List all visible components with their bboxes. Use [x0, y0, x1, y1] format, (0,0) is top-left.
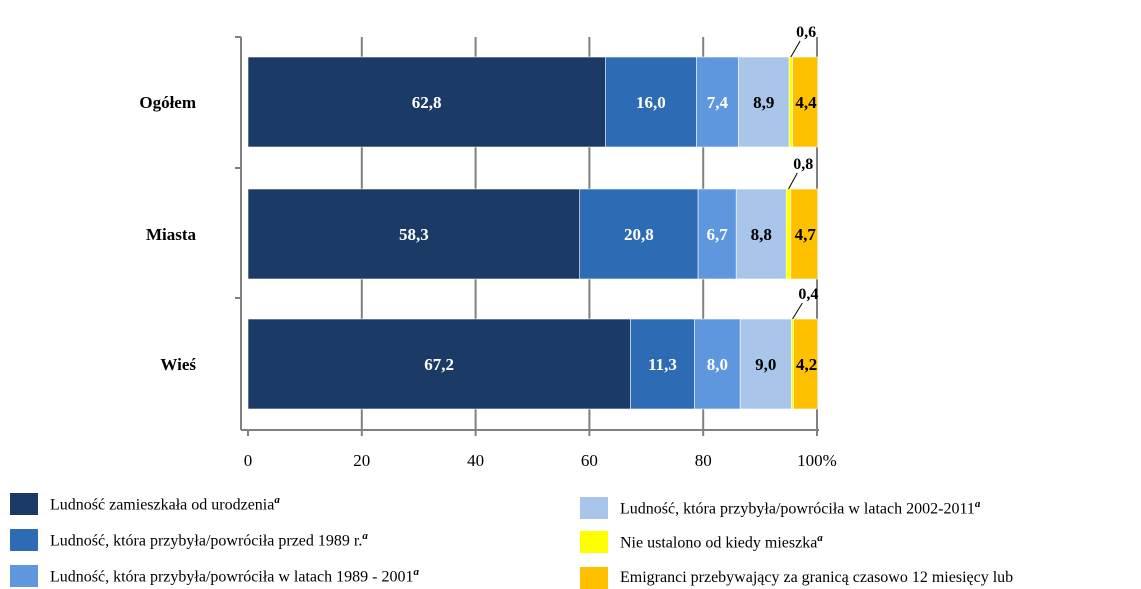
x-tick-label-0: 0 — [244, 451, 253, 470]
x-tick-label-2: 40 — [467, 451, 484, 470]
data-label-0-2: 7,4 — [707, 93, 729, 112]
category-label-2: Wieś — [160, 355, 196, 374]
data-label-2-5: 4,2 — [796, 355, 817, 374]
bar-2-4 — [791, 318, 794, 410]
bar-0-1 — [605, 56, 697, 148]
x-tick-label-1: 20 — [353, 451, 370, 470]
data-label-2-4: 0,4 — [798, 286, 818, 303]
data-label-0-1: 16,0 — [636, 93, 666, 112]
bar-0-5 — [792, 56, 818, 148]
bar-2-3 — [739, 318, 792, 410]
data-labels: Ogółem Miasta Wieś 62,8 16,0 7,4 8,9 0,6 4,4 58,3… — [139, 24, 818, 374]
data-label-0-3: 8,9 — [753, 93, 774, 112]
bar-1-3 — [735, 188, 787, 280]
data-label-2-3: 9,0 — [755, 355, 776, 374]
bar-1-5 — [790, 188, 818, 280]
category-label-1: Miasta — [146, 225, 197, 244]
data-label-1-5: 4,7 — [795, 225, 817, 244]
data-label-2-0: 67,2 — [424, 355, 454, 374]
bar-2-5 — [793, 318, 818, 410]
bar-0-2 — [696, 56, 739, 148]
data-label-2-1: 11,3 — [648, 355, 677, 374]
category-label-0: Ogółem — [139, 93, 196, 112]
x-tick-label-3: 60 — [581, 451, 598, 470]
bar-0-4 — [788, 56, 793, 148]
bar-1-0 — [247, 188, 581, 280]
bar-2-2 — [694, 318, 741, 410]
x-tick-label-4: 80 — [695, 451, 712, 470]
data-label-0-0: 62,8 — [412, 93, 442, 112]
data-label-0-4: 0,6 — [796, 24, 816, 41]
data-label-1-3: 8,8 — [751, 225, 772, 244]
bar-1-4 — [785, 188, 792, 280]
bars — [247, 56, 818, 410]
x-tick-label-5: 100% — [797, 451, 837, 470]
bar-2-0 — [247, 318, 631, 410]
data-label-2-2: 8,0 — [707, 355, 728, 374]
axes: 0 20 40 60 80 100% — [235, 36, 837, 470]
bar-1-1 — [579, 188, 699, 280]
leader-line-1 — [788, 172, 798, 190]
data-label-1-0: 58,3 — [399, 225, 429, 244]
data-label-1-1: 20,8 — [624, 225, 654, 244]
bar-0-0 — [247, 56, 606, 148]
bar-0-3 — [738, 56, 790, 148]
leader-line-0 — [790, 40, 801, 58]
data-label-1-4: 0,8 — [793, 156, 813, 173]
data-label-1-2: 6,7 — [707, 225, 729, 244]
data-label-0-5: 4,4 — [795, 93, 817, 112]
leader-line-2 — [792, 302, 803, 320]
